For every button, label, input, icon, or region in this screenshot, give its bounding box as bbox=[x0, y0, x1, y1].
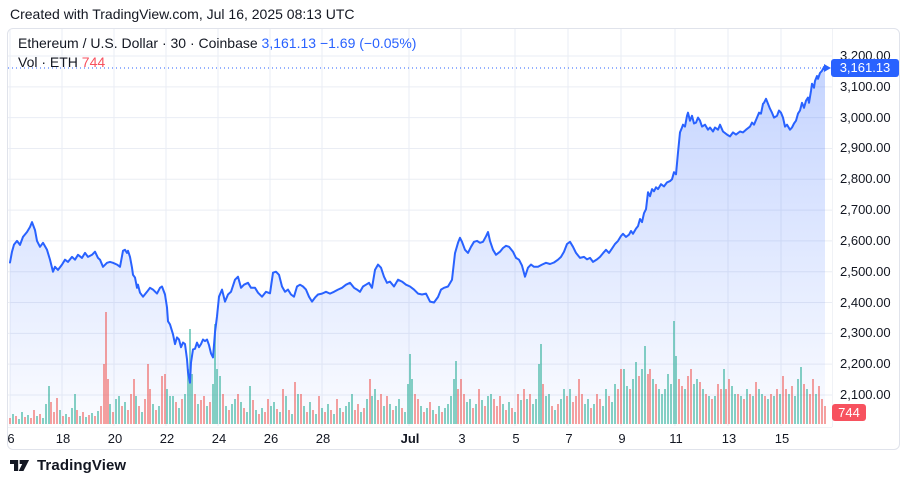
time-tick-label: 5 bbox=[512, 431, 520, 446]
attribution-text: Created with TradingView.com, Jul 16, 20… bbox=[10, 6, 355, 22]
legend-symbol-row: Ethereum / U.S. Dollar · 30 · Coinbase 3… bbox=[18, 34, 416, 53]
time-tick-label: 11 bbox=[669, 431, 683, 446]
tradingview-logo-icon bbox=[10, 459, 30, 471]
time-tick-label: 20 bbox=[107, 431, 123, 446]
time-tick-label: 24 bbox=[211, 431, 227, 446]
price-tick-label: 3,000.00 bbox=[840, 109, 891, 125]
last-price-value: 3,161.13 bbox=[261, 35, 317, 51]
price-tick-label: 2,800.00 bbox=[840, 171, 891, 187]
last-price-badge: 3,161.13 bbox=[831, 59, 899, 77]
legend: Ethereum / U.S. Dollar · 30 · Coinbase 3… bbox=[18, 34, 416, 72]
area-fill bbox=[10, 68, 825, 424]
time-tick-label: 15 bbox=[774, 431, 790, 446]
chart-panel: 3,200.00 3,100.00 3,000.00 2,900.00 2,800.00… bbox=[7, 28, 900, 450]
legend-volume-row: Vol · ETH 744 bbox=[18, 53, 416, 72]
time-tick-label: 18 bbox=[55, 431, 71, 446]
time-tick-label: 28 bbox=[315, 431, 331, 446]
volume-badge: 744 bbox=[832, 404, 866, 421]
price-change-value: −1.69 (−0.05%) bbox=[319, 35, 417, 51]
price-tick-label: 2,300.00 bbox=[840, 325, 891, 341]
volume-study-label[interactable]: Vol · ETH bbox=[18, 54, 78, 70]
time-tick-label: 7 bbox=[565, 431, 573, 446]
price-scale[interactable]: 3,200.00 3,100.00 3,000.00 2,900.00 2,800.00… bbox=[832, 29, 899, 427]
footer: TradingView bbox=[10, 454, 126, 476]
time-tick-label: 6 bbox=[7, 431, 15, 446]
time-tick-label: 9 bbox=[618, 431, 626, 446]
volume-series bbox=[9, 312, 826, 424]
price-tick-label: 2,400.00 bbox=[840, 294, 891, 310]
price-tick-label: 3,100.00 bbox=[840, 78, 891, 94]
time-tick-label: Jul bbox=[400, 431, 420, 446]
price-tick-label: 2,600.00 bbox=[840, 232, 891, 248]
symbol-title[interactable]: Ethereum / U.S. Dollar · 30 · Coinbase bbox=[18, 35, 258, 51]
price-tick-label: 2,200.00 bbox=[840, 356, 891, 372]
price-tick-label: 2,900.00 bbox=[840, 140, 891, 156]
time-scale[interactable]: 6 18 20 22 24 26 28 Jul 3 5 7 9 11 13 15 bbox=[8, 427, 832, 449]
price-tick-label: 2,500.00 bbox=[840, 263, 891, 279]
price-tick-label: 2,700.00 bbox=[840, 202, 891, 218]
time-tick-label: 22 bbox=[159, 431, 175, 446]
price-line bbox=[9, 67, 826, 384]
tradingview-logo-text[interactable]: TradingView bbox=[37, 456, 127, 474]
time-tick-label: 13 bbox=[721, 431, 737, 446]
time-tick-label: 26 bbox=[263, 431, 279, 446]
last-price-arrow-icon bbox=[824, 63, 831, 72]
price-tick-label: 2,100.00 bbox=[840, 387, 891, 402]
volume-value: 744 bbox=[81, 54, 106, 70]
time-tick-label: 3 bbox=[458, 431, 466, 446]
price-chart[interactable] bbox=[8, 29, 832, 427]
